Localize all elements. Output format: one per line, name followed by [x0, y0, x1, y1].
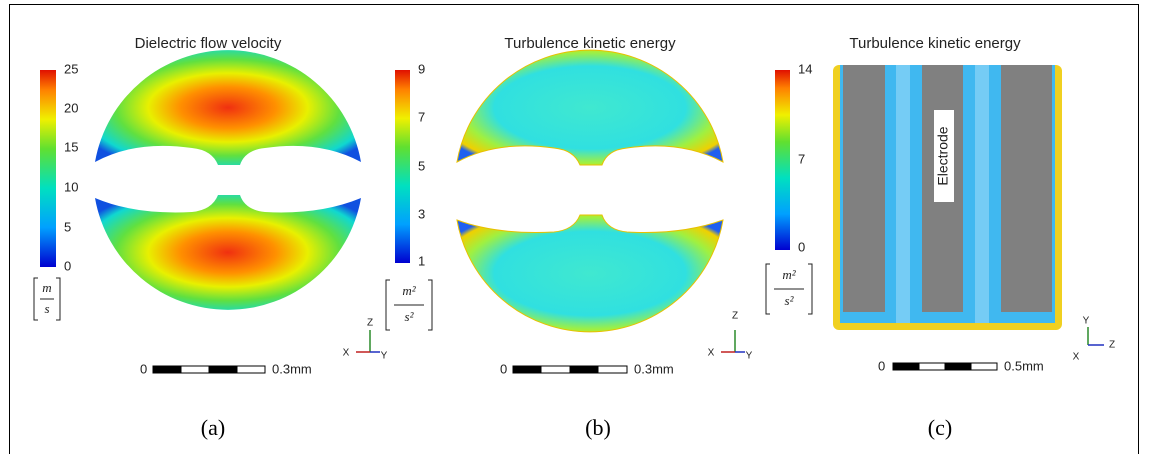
unit-den: s	[44, 301, 49, 316]
contour	[456, 214, 724, 333]
contour	[456, 49, 724, 166]
scale-label: 0	[500, 361, 507, 376]
axis-label: X	[1073, 352, 1080, 363]
tick: 14	[798, 61, 812, 76]
axis-label: Y	[746, 351, 753, 362]
colorbar	[40, 70, 56, 267]
axis-label: Y	[381, 351, 388, 362]
title: Turbulence kinetic energy	[849, 35, 1021, 52]
tick: 20	[64, 100, 78, 115]
tick: 5	[418, 158, 425, 173]
contour	[95, 195, 361, 310]
axis-label: X	[343, 348, 350, 359]
tick: 9	[418, 61, 425, 76]
scale-label: 0.3mm	[272, 361, 312, 376]
electrode	[1001, 65, 1052, 312]
caption: (b)	[585, 415, 611, 440]
axis-label: Z	[732, 311, 738, 322]
unit-num: m²	[782, 267, 796, 282]
tick: 5	[64, 219, 71, 234]
scale-label: 0	[878, 358, 885, 373]
caption: (c)	[928, 415, 952, 440]
tick: 7	[418, 109, 425, 124]
frame	[9, 4, 1139, 454]
colorbar	[775, 70, 790, 250]
axis-label: Z	[1109, 340, 1115, 351]
contour	[95, 50, 361, 165]
tick: 7	[798, 151, 805, 166]
tick: 15	[64, 139, 78, 154]
tick: 0	[64, 258, 71, 273]
tick: 10	[64, 179, 78, 194]
title: Turbulence kinetic energy	[504, 35, 676, 52]
colorbar	[395, 70, 410, 263]
scale-label: 0.3mm	[634, 361, 674, 376]
electrode	[843, 65, 885, 312]
unit-num: m	[42, 280, 51, 295]
electrode-label: Electrode	[935, 126, 951, 185]
tick: 3	[418, 206, 425, 221]
axis-label: X	[708, 348, 715, 359]
scale-label: 0.5mm	[1004, 358, 1044, 373]
axis-label: Y	[1083, 316, 1090, 327]
caption: (a)	[201, 415, 225, 440]
scale-label: 0	[140, 361, 147, 376]
title: Dielectric flow velocity	[135, 35, 282, 52]
tick: 25	[64, 61, 78, 76]
unit-den: s²	[405, 309, 415, 324]
unit-den: s²	[785, 293, 795, 308]
axis-label: Z	[367, 318, 373, 329]
tick: 0	[798, 239, 805, 254]
unit-num: m²	[402, 283, 416, 298]
tick: 1	[418, 253, 425, 268]
